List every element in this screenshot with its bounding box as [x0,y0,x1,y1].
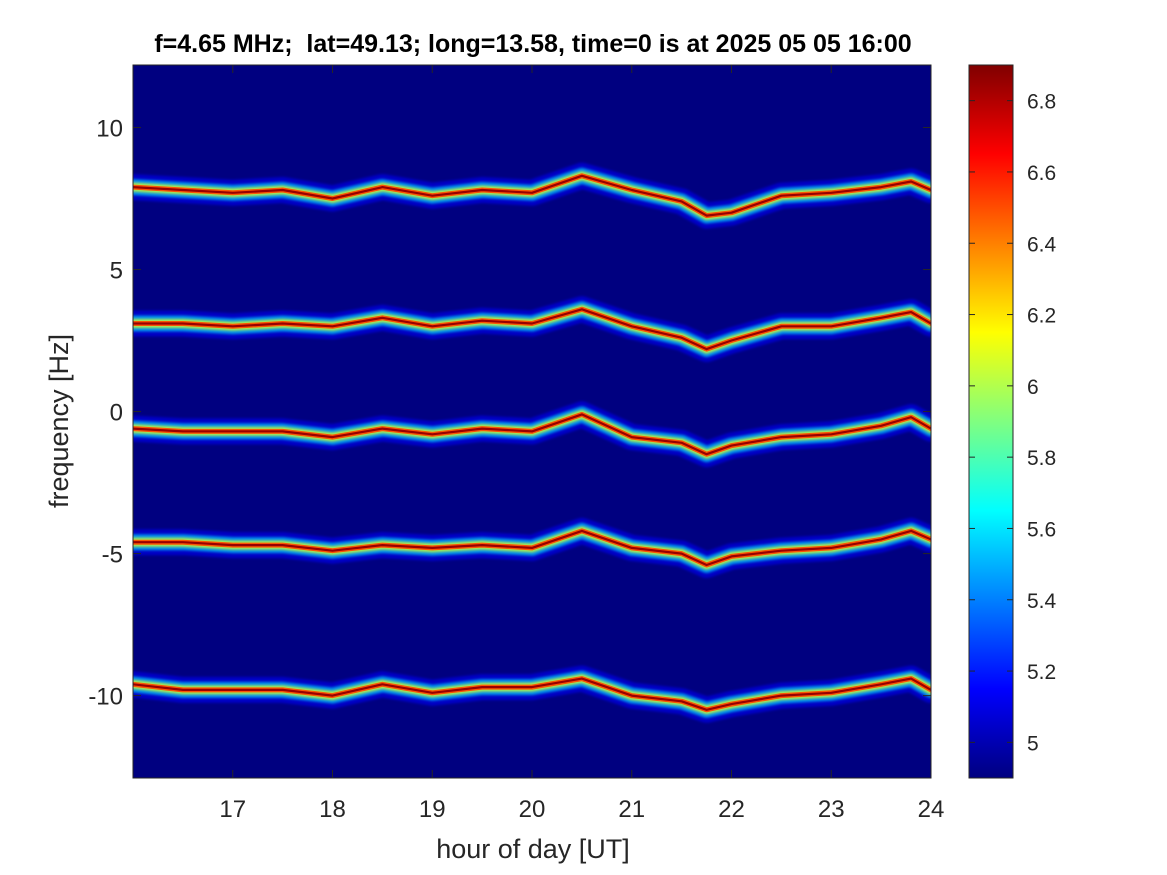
x-tick-label: 18 [319,796,346,823]
colorbar-tick-label: 6.4 [1027,233,1057,256]
x-axis: 17 18 19 20 21 22 23 24 [219,65,944,823]
x-tick-label: 21 [618,796,645,823]
x-tick-label: 17 [219,796,246,823]
colorbar-tick-label: 6.8 [1027,91,1056,114]
colorbar-tick-label: 6.6 [1027,162,1056,185]
colorbar-tick-label: 5.2 [1027,661,1056,684]
y-axis: 10 5 0 -5 -10 [88,115,931,711]
y-tick-label: 10 [96,115,123,142]
band-5 [133,665,931,723]
band-3 [133,401,931,468]
band-3-layer-5 [133,413,931,456]
x-tick-label: 24 [918,796,945,823]
band-5-layer-5 [133,677,931,711]
colorbar-tick-label: 5 [1027,732,1039,755]
x-tick-label: 23 [818,796,845,823]
band-4 [133,517,931,578]
x-tick-label: 20 [519,796,546,823]
spectral-bands [133,162,931,723]
band-4-layer-5 [133,529,931,567]
colorbar [968,64,1014,779]
y-tick-label: -5 [102,542,123,569]
colorbar-tick-label: 6.2 [1027,305,1056,328]
colorbar-tick-label: 5.4 [1027,590,1057,613]
band-1 [133,162,931,229]
chart-title: f=4.65 MHz; lat=49.13; long=13.58, time=… [154,30,911,58]
y-tick-label: 0 [110,400,123,427]
y-tick-label: 5 [110,258,123,285]
y-tick-label: -10 [88,684,123,711]
y-axis-label: frequency [Hz] [44,334,74,508]
band-2 [133,296,931,363]
x-tick-label: 19 [419,796,446,823]
colorbar-tick-label: 5.8 [1027,447,1056,470]
band-1-layer-5 [133,174,931,217]
x-axis-label: hour of day [UT] [436,834,630,864]
x-tick-label: 22 [718,796,745,823]
colorbar-tick-label: 6 [1027,376,1039,399]
colorbar-tick-label: 5.6 [1027,518,1056,541]
colorbar-ticks: 6.8 6.6 6.4 6.2 6 5.8 5.6 5.4 5.2 5 [969,91,1057,755]
band-2-layer-5 [133,308,931,351]
